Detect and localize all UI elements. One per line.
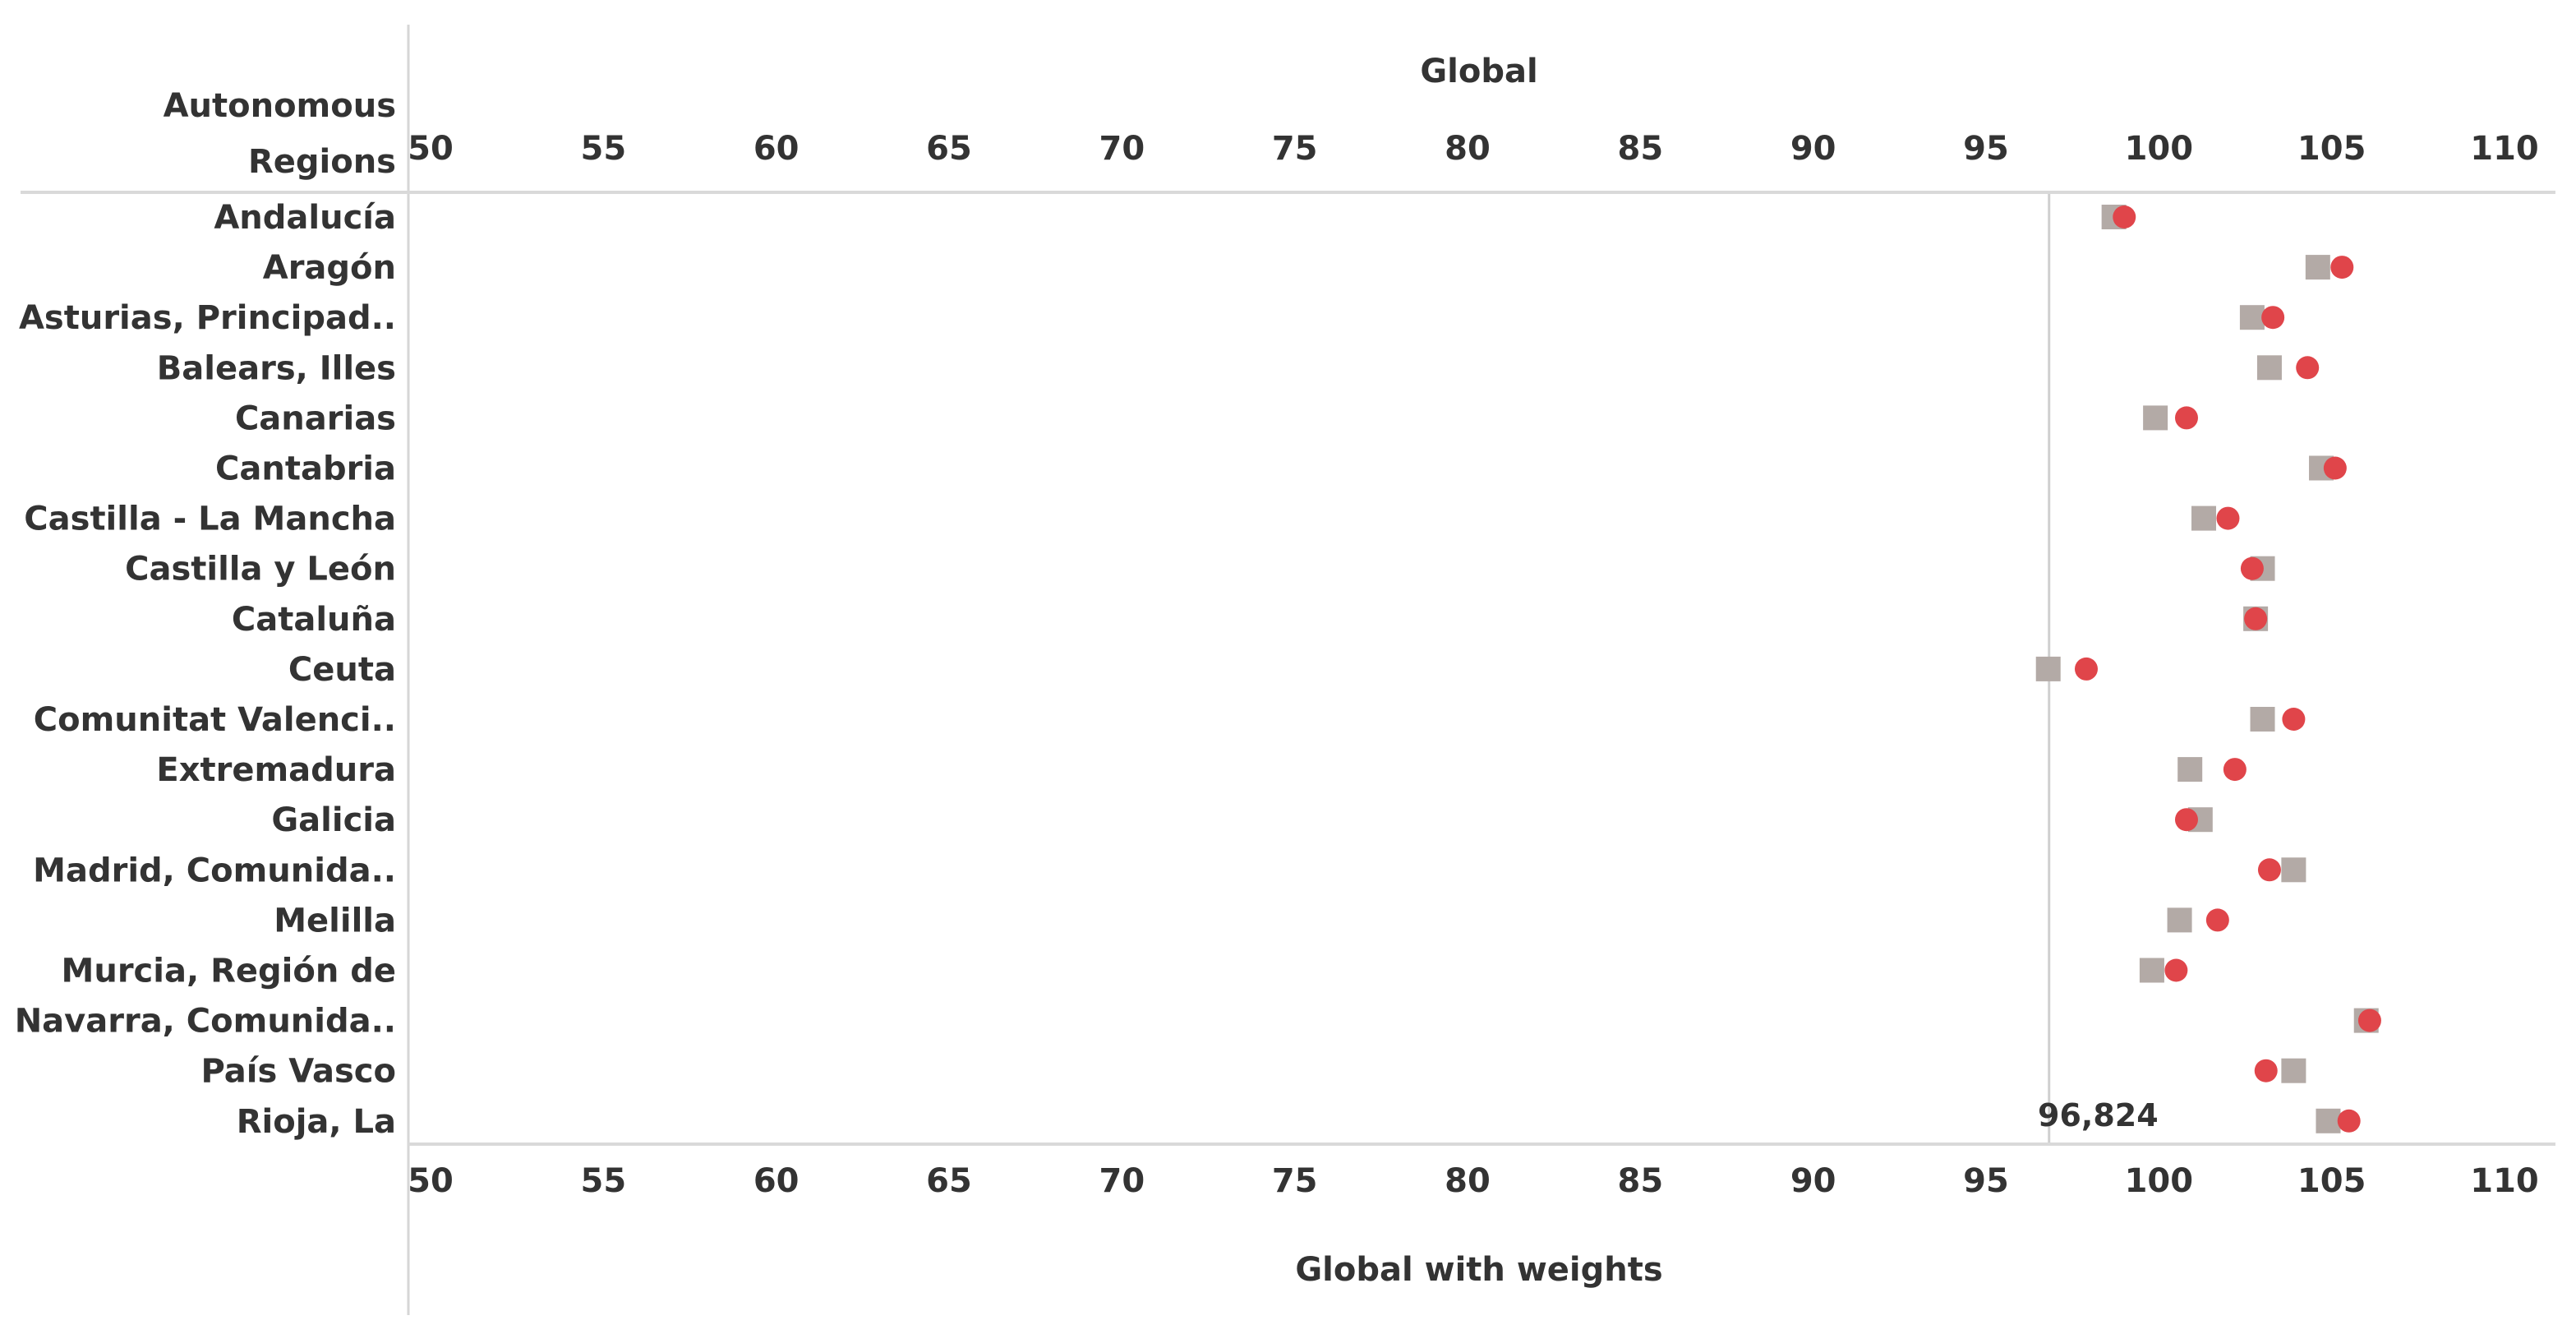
top-tick-label: 100: [2125, 130, 2194, 168]
weighted-marker-square: [2143, 405, 2168, 431]
region-label: Canarias: [235, 399, 396, 437]
row-header-title: Regions: [248, 143, 396, 181]
weighted-marker-square: [2035, 656, 2061, 681]
top-tick-label: 110: [2470, 130, 2539, 168]
region-label: Melilla: [274, 902, 396, 939]
weighted-marker-square: [2305, 255, 2330, 280]
top-tick-label: 60: [753, 130, 800, 168]
region-label: Cantabria: [215, 450, 396, 488]
global-marker-circle: [2244, 607, 2268, 630]
global-marker-circle: [2261, 306, 2285, 330]
top-tick-label: 55: [580, 130, 626, 168]
bottom-tick-label: 95: [1963, 1162, 2009, 1200]
region-label: Rioja, La: [237, 1103, 396, 1141]
global-marker-circle: [2174, 406, 2198, 430]
global-marker-circle: [2164, 958, 2188, 982]
weighted-marker-square: [2281, 1058, 2306, 1083]
region-label: Comunitat Valenci..: [34, 701, 396, 739]
region-label: País Vasco: [201, 1053, 396, 1091]
top-tick-label: 90: [1790, 130, 1836, 168]
weighted-marker-square: [2239, 305, 2265, 330]
bottom-tick-label: 80: [1445, 1162, 1491, 1200]
bottom-tick-label: 85: [1617, 1162, 1663, 1200]
region-label: Madrid, Comunida..: [33, 852, 396, 889]
region-label: Extremadura: [156, 751, 396, 789]
weighted-marker-square: [2316, 1108, 2341, 1133]
top-tick-label: 105: [2297, 130, 2366, 168]
bottom-tick-label: 50: [408, 1162, 454, 1200]
weighted-marker-square: [2256, 355, 2282, 381]
bottom-axis-title: Global with weights: [1295, 1251, 1662, 1289]
region-label: Asturias, Principad..: [19, 299, 396, 337]
bottom-tick-label: 60: [753, 1162, 800, 1200]
weighted-marker-square: [2250, 707, 2275, 732]
bottom-tick-label: 105: [2297, 1162, 2366, 1200]
top-tick-label: 70: [1099, 130, 1145, 168]
weighted-marker-square: [2177, 757, 2203, 782]
region-label: Ceuta: [288, 651, 396, 689]
global-marker-circle: [2240, 556, 2264, 580]
global-marker-circle: [2357, 1009, 2381, 1032]
region-label: Andalucía: [214, 199, 396, 237]
top-axis-title: Global: [1420, 53, 1537, 90]
top-tick-label: 85: [1617, 130, 1663, 168]
global-marker-circle: [2174, 808, 2198, 832]
global-marker-circle: [2337, 1109, 2361, 1133]
bottom-tick-label: 110: [2470, 1162, 2539, 1200]
reference-line-label: 96,824: [2038, 1097, 2159, 1133]
bottom-tick-label: 90: [1790, 1162, 1836, 1200]
region-label: Murcia, Región de: [62, 953, 396, 990]
top-tick-label: 75: [1272, 130, 1318, 168]
region-label: Aragón: [263, 249, 396, 287]
global-marker-circle: [2205, 908, 2229, 932]
weighted-marker-square: [2191, 505, 2217, 531]
top-tick-label: 95: [1963, 130, 2009, 168]
region-label: Cataluña: [232, 601, 396, 639]
bottom-tick-label: 65: [926, 1162, 972, 1200]
region-label: Castilla y León: [125, 551, 396, 589]
global-marker-circle: [2282, 708, 2306, 731]
global-marker-circle: [2257, 858, 2281, 882]
global-marker-circle: [2296, 356, 2320, 380]
region-label: Castilla - La Mancha: [24, 501, 396, 538]
bottom-tick-label: 55: [580, 1162, 626, 1200]
weighted-marker-square: [2167, 907, 2192, 933]
global-marker-circle: [2323, 456, 2347, 480]
global-marker-circle: [2254, 1059, 2278, 1082]
global-marker-circle: [2074, 657, 2098, 681]
global-marker-circle: [2330, 256, 2354, 279]
top-tick-label: 80: [1445, 130, 1491, 168]
global-marker-circle: [2113, 205, 2136, 228]
bottom-tick-label: 70: [1099, 1162, 1145, 1200]
region-label: Navarra, Comunida..: [15, 1003, 396, 1041]
weighted-marker-square: [2281, 857, 2306, 883]
top-tick-label: 65: [926, 130, 972, 168]
region-label: Balears, Illes: [157, 349, 396, 387]
top-tick-label: 50: [408, 130, 454, 168]
weighted-marker-square: [2139, 958, 2164, 983]
region-label: Galicia: [271, 801, 396, 839]
row-header-title: Autonomous: [164, 87, 396, 125]
bottom-tick-label: 100: [2125, 1162, 2194, 1200]
bottom-tick-label: 75: [1272, 1162, 1318, 1200]
global-marker-circle: [2216, 506, 2240, 530]
global-marker-circle: [2223, 758, 2247, 782]
